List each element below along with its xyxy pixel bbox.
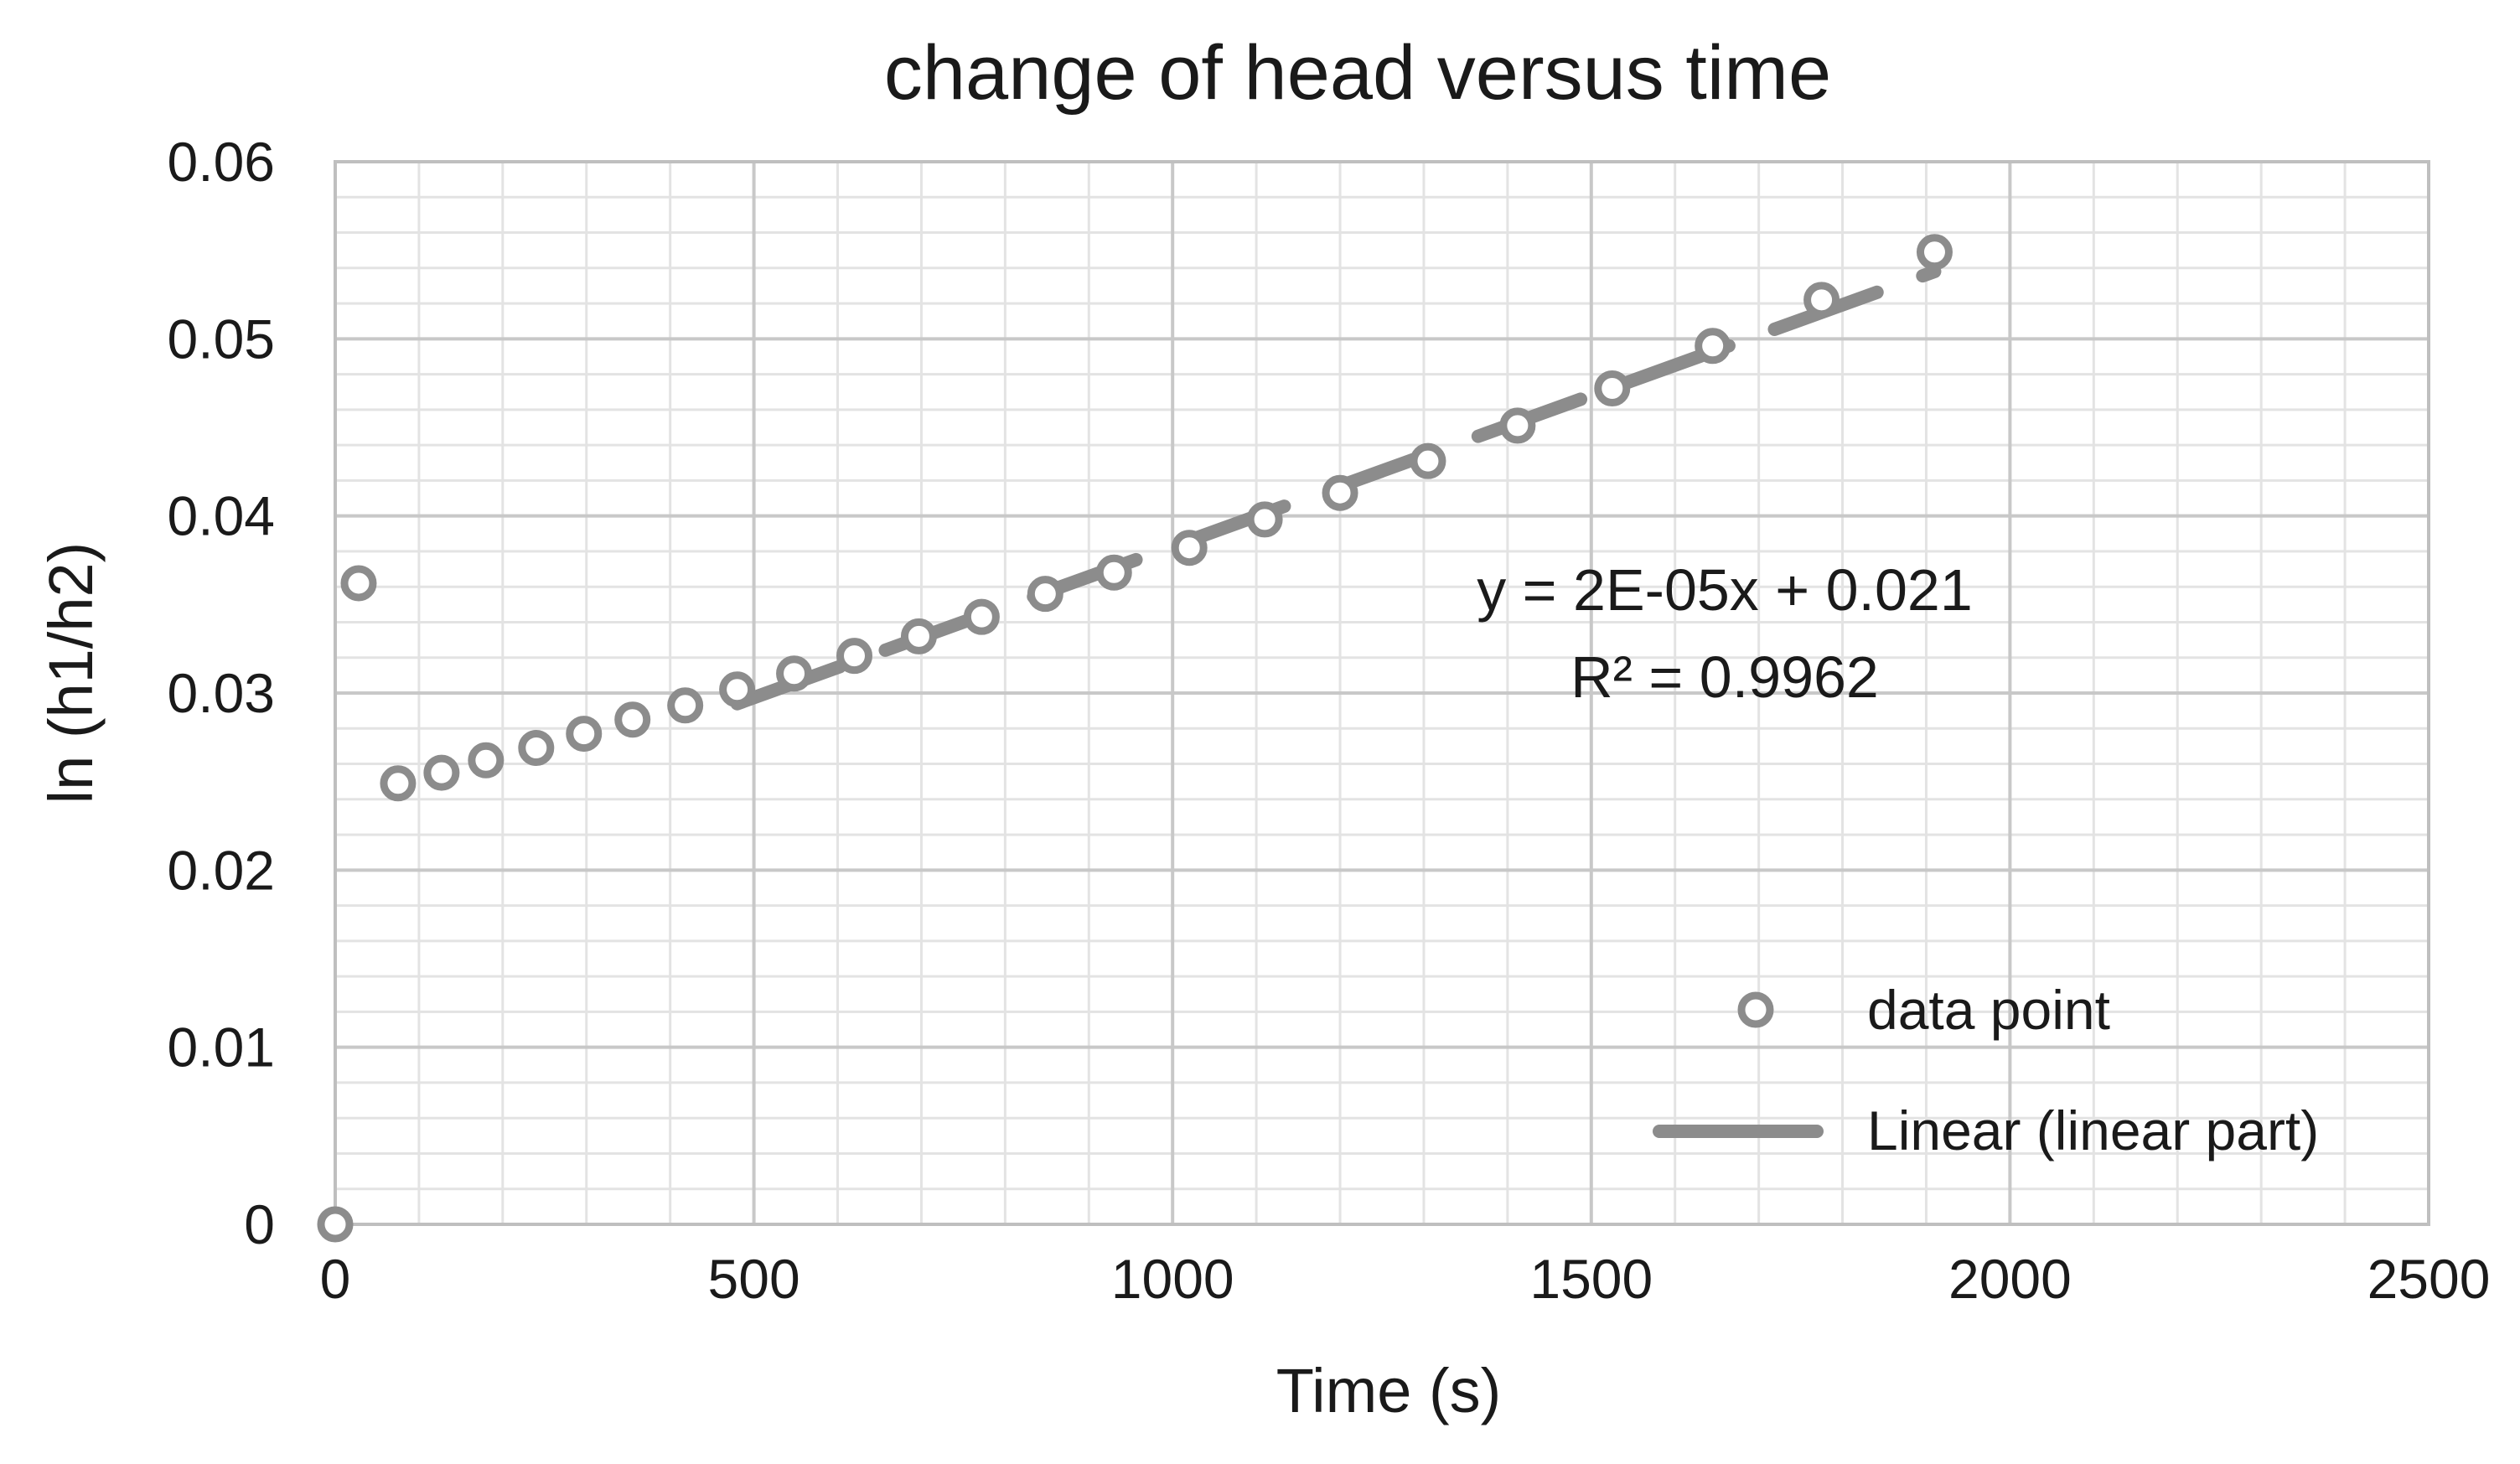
data-point bbox=[468, 742, 505, 779]
data-point bbox=[1171, 530, 1208, 566]
legend-label-linear: Linear (linear part) bbox=[1867, 1099, 2319, 1161]
x-tick-label: 500 bbox=[708, 1248, 800, 1310]
data-point bbox=[317, 1206, 354, 1243]
data-point bbox=[1803, 282, 1840, 318]
y-tick-label: 0.03 bbox=[168, 662, 275, 724]
y-tick-label: 0.04 bbox=[168, 485, 275, 547]
x-tick-label: 0 bbox=[320, 1248, 351, 1310]
x-tick-label: 1500 bbox=[1529, 1248, 1653, 1310]
data-point bbox=[719, 671, 756, 708]
data-point bbox=[667, 687, 704, 724]
data-point bbox=[1594, 370, 1631, 407]
plot-area-border bbox=[334, 160, 2430, 1226]
legend-marker-circle bbox=[1737, 991, 1774, 1028]
legend-label-data-point: data point bbox=[1867, 979, 2110, 1041]
data-point bbox=[1322, 474, 1358, 511]
y-tick-label: 0.02 bbox=[168, 839, 275, 901]
y-tick-label: 0.01 bbox=[168, 1017, 275, 1079]
data-point bbox=[1095, 554, 1132, 591]
data-point bbox=[1499, 407, 1536, 444]
y-tick-label: 0.06 bbox=[168, 131, 275, 193]
y-tick-label: 0 bbox=[244, 1193, 275, 1255]
data-point bbox=[518, 730, 555, 767]
legend: data point Linear (linear part) bbox=[1653, 979, 2319, 1161]
data-point bbox=[1695, 328, 1731, 365]
equation-text: y = 2E-05x + 0.021 bbox=[1477, 557, 1973, 623]
data-point bbox=[566, 716, 603, 753]
y-axis-title: ln (h1/h2) bbox=[36, 542, 106, 804]
x-tick-label: 1000 bbox=[1111, 1248, 1234, 1310]
data-points bbox=[317, 234, 1953, 1243]
data-point bbox=[423, 754, 460, 791]
trendline-equation: y = 2E-05x + 0.021 R² = 0.9962 bbox=[1477, 557, 1973, 710]
data-point bbox=[1027, 576, 1063, 613]
y-tick-label: 0.05 bbox=[168, 308, 275, 370]
data-point bbox=[963, 598, 1000, 635]
grid bbox=[334, 160, 2430, 1226]
data-point bbox=[340, 565, 377, 602]
x-axis-title: Time (s) bbox=[1276, 1356, 1502, 1425]
data-point bbox=[1916, 234, 1953, 271]
chart-title: change of head versus time bbox=[884, 30, 1831, 116]
r-squared-text: R² = 0.9962 bbox=[1570, 644, 1879, 710]
data-point bbox=[836, 638, 873, 675]
data-point bbox=[1410, 442, 1446, 479]
axis-ticks: 0 500 1000 1500 2000 2500 0 0.01 0.02 0.03 0.04 0.0… bbox=[168, 131, 2491, 1310]
data-point bbox=[1246, 501, 1283, 538]
data-point bbox=[776, 655, 813, 692]
x-tick-label: 2500 bbox=[2367, 1248, 2491, 1310]
data-point bbox=[614, 701, 651, 738]
data-point bbox=[900, 618, 937, 654]
data-point bbox=[380, 765, 417, 802]
x-tick-label: 2000 bbox=[1948, 1248, 2072, 1310]
